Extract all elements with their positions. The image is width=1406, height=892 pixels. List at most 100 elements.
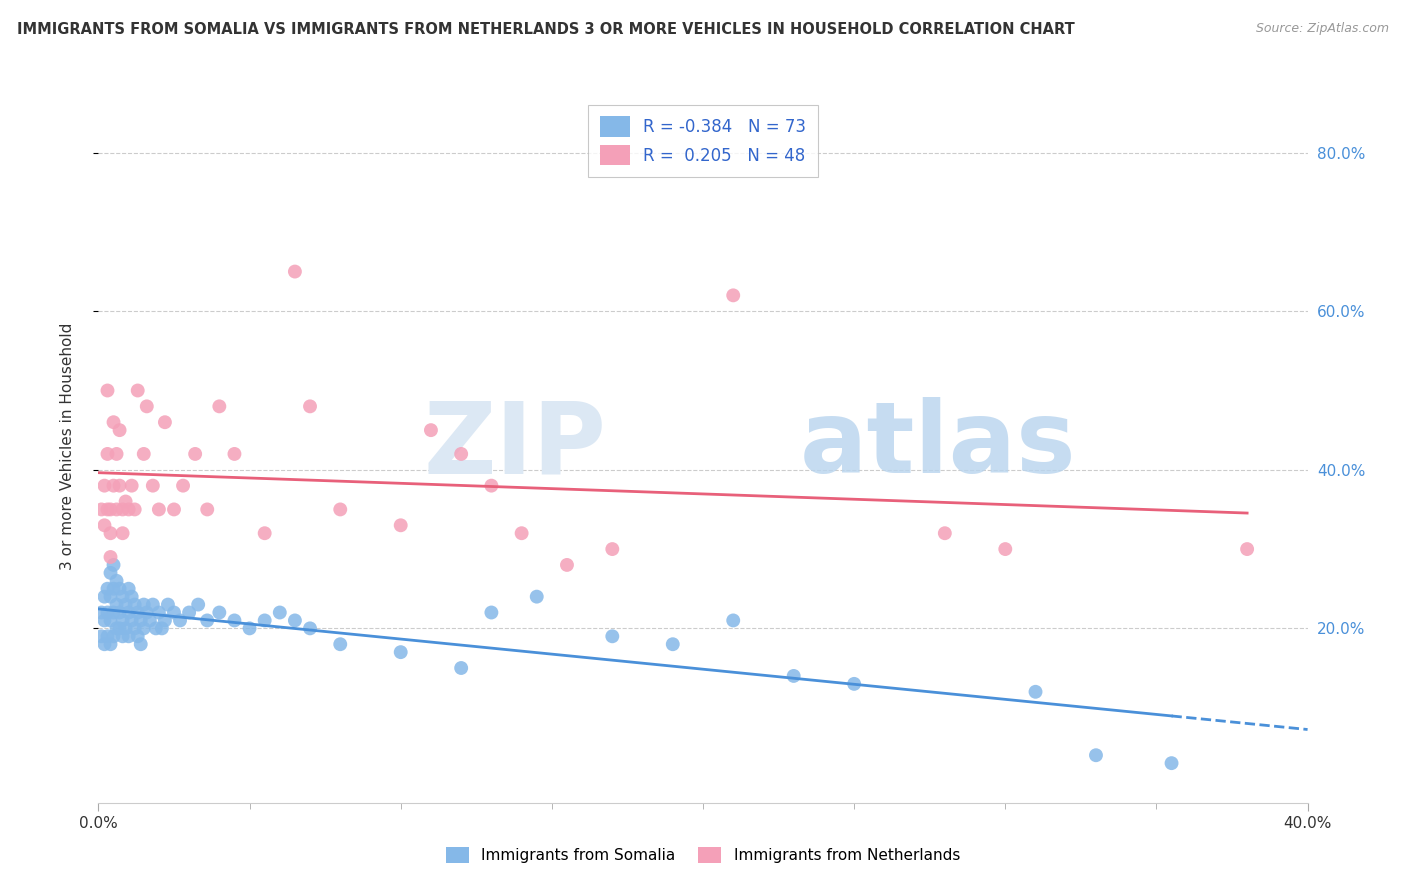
Point xyxy=(96,629,118,643)
Point xyxy=(163,606,186,620)
Point xyxy=(510,526,533,541)
Point xyxy=(145,621,167,635)
Point xyxy=(121,614,143,628)
Point xyxy=(93,590,115,604)
Point xyxy=(96,447,118,461)
Point xyxy=(103,629,125,643)
Point xyxy=(329,502,352,516)
Point xyxy=(555,558,578,572)
Point xyxy=(105,621,128,635)
Point xyxy=(105,502,128,516)
Point xyxy=(93,637,115,651)
Text: IMMIGRANTS FROM SOMALIA VS IMMIGRANTS FROM NETHERLANDS 3 OR MORE VEHICLES IN HOU: IMMIGRANTS FROM SOMALIA VS IMMIGRANTS FR… xyxy=(17,22,1074,37)
Point xyxy=(389,645,412,659)
Point xyxy=(103,415,125,429)
Point xyxy=(132,621,155,635)
Point xyxy=(124,598,146,612)
Point xyxy=(103,558,125,572)
Point xyxy=(108,478,131,492)
Point xyxy=(121,590,143,604)
Point xyxy=(96,606,118,620)
Point xyxy=(184,447,207,461)
Point xyxy=(129,637,152,651)
Point xyxy=(114,598,136,612)
Point xyxy=(187,598,209,612)
Point xyxy=(163,502,186,516)
Point xyxy=(602,629,624,643)
Point xyxy=(723,288,745,302)
Point xyxy=(105,447,128,461)
Point xyxy=(135,400,157,414)
Point xyxy=(994,542,1017,557)
Point xyxy=(108,423,131,437)
Point xyxy=(139,614,162,628)
Point xyxy=(153,415,176,429)
Point xyxy=(111,629,134,643)
Point xyxy=(239,621,262,635)
Point xyxy=(172,478,194,492)
Point xyxy=(108,582,131,596)
Point xyxy=(224,447,246,461)
Point xyxy=(114,494,136,508)
Point xyxy=(100,526,122,541)
Point xyxy=(661,637,683,651)
Point xyxy=(253,526,276,541)
Point xyxy=(135,606,157,620)
Point xyxy=(1024,685,1046,699)
Point xyxy=(1160,756,1182,771)
Point xyxy=(1236,542,1258,557)
Point xyxy=(96,502,118,516)
Point xyxy=(90,606,112,620)
Point xyxy=(153,614,176,628)
Point xyxy=(284,264,307,278)
Point xyxy=(208,606,231,620)
Y-axis label: 3 or more Vehicles in Household: 3 or more Vehicles in Household xyxy=(60,322,75,570)
Point xyxy=(100,502,122,516)
Point xyxy=(105,574,128,588)
Point xyxy=(269,606,291,620)
Point xyxy=(1085,748,1108,763)
Point xyxy=(284,614,307,628)
Point xyxy=(783,669,806,683)
Point xyxy=(723,614,745,628)
Point xyxy=(124,502,146,516)
Point xyxy=(103,478,125,492)
Point xyxy=(96,582,118,596)
Point xyxy=(208,400,231,414)
Point xyxy=(111,502,134,516)
Point xyxy=(156,598,179,612)
Point xyxy=(150,621,173,635)
Text: atlas: atlas xyxy=(800,398,1077,494)
Point xyxy=(169,614,191,628)
Point xyxy=(90,629,112,643)
Point xyxy=(602,542,624,557)
Point xyxy=(100,614,122,628)
Point xyxy=(93,614,115,628)
Point xyxy=(389,518,412,533)
Point xyxy=(148,502,170,516)
Point xyxy=(329,637,352,651)
Point xyxy=(195,502,218,516)
Point xyxy=(132,447,155,461)
Point xyxy=(111,590,134,604)
Point xyxy=(111,614,134,628)
Point xyxy=(253,614,276,628)
Point xyxy=(450,661,472,675)
Point xyxy=(127,629,149,643)
Point xyxy=(224,614,246,628)
Point xyxy=(148,606,170,620)
Point xyxy=(114,621,136,635)
Point xyxy=(132,598,155,612)
Point xyxy=(108,621,131,635)
Point xyxy=(481,478,503,492)
Point xyxy=(299,400,322,414)
Point xyxy=(127,606,149,620)
Point xyxy=(103,606,125,620)
Point xyxy=(100,566,122,580)
Point xyxy=(103,582,125,596)
Point xyxy=(420,423,443,437)
Point xyxy=(111,526,134,541)
Point xyxy=(526,590,548,604)
Point xyxy=(108,606,131,620)
Point xyxy=(844,677,866,691)
